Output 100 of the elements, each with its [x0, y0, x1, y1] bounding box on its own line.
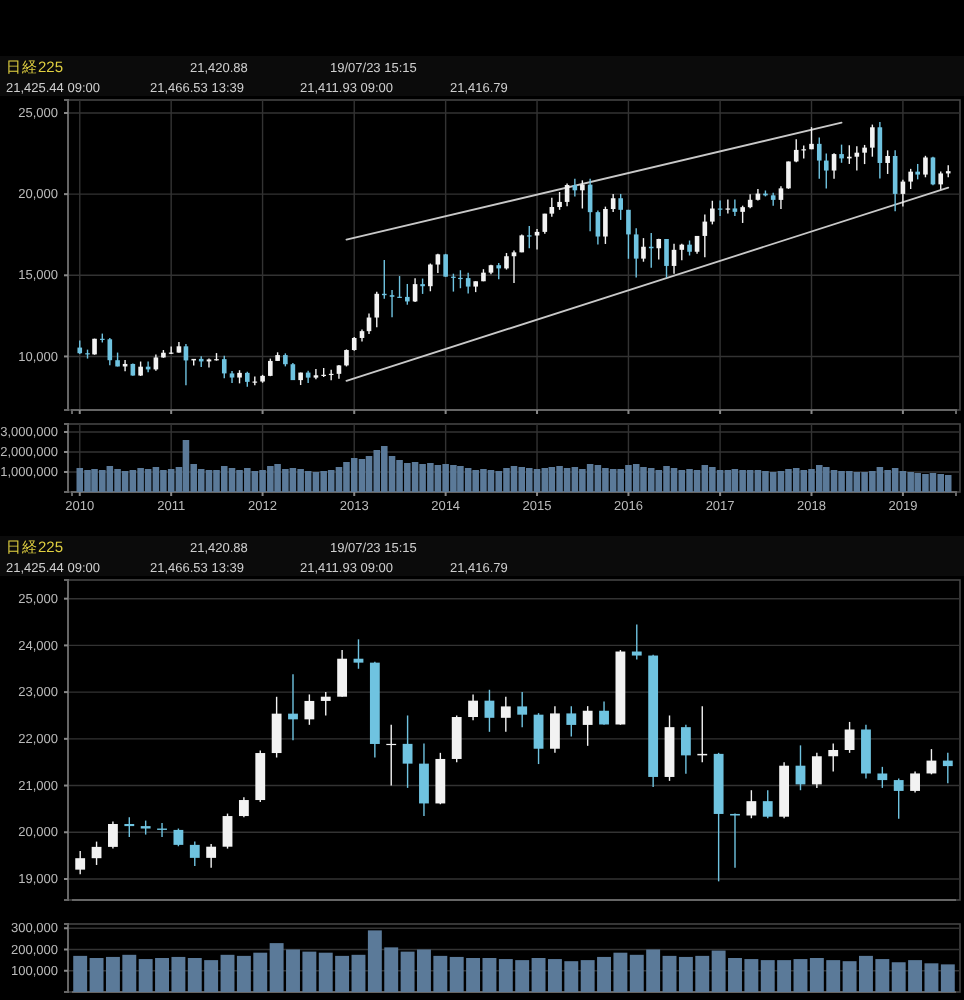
candlestick [419, 742, 429, 817]
bar [541, 468, 549, 492]
bar [792, 468, 800, 492]
bar [899, 471, 907, 492]
bar [472, 470, 479, 492]
candlestick [664, 238, 669, 279]
bar [236, 470, 243, 492]
bar [182, 440, 190, 492]
bar [244, 468, 251, 492]
candlestick [599, 700, 609, 726]
bar [785, 469, 792, 492]
candlestick [626, 209, 631, 260]
bar [365, 456, 373, 492]
candlestick [468, 693, 478, 721]
candlestick [885, 149, 890, 175]
candlestick [793, 138, 799, 163]
candlestick [580, 179, 585, 210]
candlestick [222, 812, 233, 850]
candlestick [762, 789, 773, 819]
bar [160, 470, 167, 492]
bar [625, 465, 632, 492]
bar [701, 465, 709, 492]
bar [343, 462, 350, 492]
bar [891, 468, 899, 492]
candlestick [861, 724, 871, 780]
bar [304, 471, 312, 492]
bar [518, 467, 526, 492]
bar [510, 466, 518, 492]
candlestick [828, 742, 839, 773]
bar [259, 470, 266, 492]
bar [716, 470, 724, 492]
bar [106, 466, 114, 492]
bar [655, 470, 663, 492]
candlestick [811, 752, 822, 789]
bar [144, 469, 152, 492]
bar [731, 469, 739, 492]
candlestick [893, 777, 904, 820]
candlestick [710, 200, 715, 226]
bar [663, 466, 670, 492]
bar [724, 470, 732, 492]
candlestick [271, 696, 282, 759]
candlestick [725, 198, 731, 215]
candlestick [844, 721, 855, 754]
bar [800, 470, 808, 492]
bar [594, 465, 602, 492]
bar [571, 467, 579, 492]
candlestick [732, 198, 738, 217]
candlestick [304, 693, 315, 726]
bar [838, 471, 845, 492]
candlestick [206, 843, 217, 869]
candlestick [405, 283, 410, 306]
bar [411, 462, 419, 492]
bar [381, 446, 388, 492]
bar [609, 469, 617, 492]
bar [114, 469, 121, 492]
bar [640, 467, 647, 492]
bar [816, 465, 823, 492]
bar [450, 465, 457, 492]
bar [312, 472, 320, 492]
bar [419, 464, 426, 492]
bar [556, 466, 563, 492]
bar [213, 470, 220, 492]
candlestick [618, 193, 623, 221]
candlestick [862, 144, 867, 165]
bar [228, 468, 236, 492]
bar [739, 470, 746, 492]
bar [220, 466, 228, 492]
bar [846, 471, 853, 492]
bar [876, 467, 884, 492]
candlestick [603, 205, 608, 245]
candlestick [533, 712, 544, 765]
candlestick [877, 766, 888, 789]
bar [746, 470, 754, 492]
bar [617, 469, 624, 492]
candlestick [189, 840, 200, 867]
candlestick [402, 714, 413, 789]
candlestick [465, 271, 471, 295]
bar [884, 470, 891, 492]
candlestick [550, 705, 560, 754]
candlestick [908, 168, 913, 190]
bar [769, 472, 777, 492]
bar [647, 468, 655, 492]
bar [427, 463, 434, 492]
candlestick [870, 123, 875, 158]
bar [404, 463, 411, 492]
bar [602, 468, 609, 492]
bar [823, 467, 830, 492]
candlestick [255, 749, 266, 803]
bar [853, 472, 861, 492]
bar [129, 470, 137, 492]
bar [205, 470, 213, 492]
bar [495, 471, 502, 492]
candlestick [641, 237, 646, 263]
bar [396, 460, 403, 492]
bar [709, 467, 716, 492]
bar [274, 464, 281, 492]
candlestick [778, 185, 784, 210]
bar [121, 471, 129, 492]
candlestick [526, 225, 532, 249]
bar [670, 468, 678, 492]
